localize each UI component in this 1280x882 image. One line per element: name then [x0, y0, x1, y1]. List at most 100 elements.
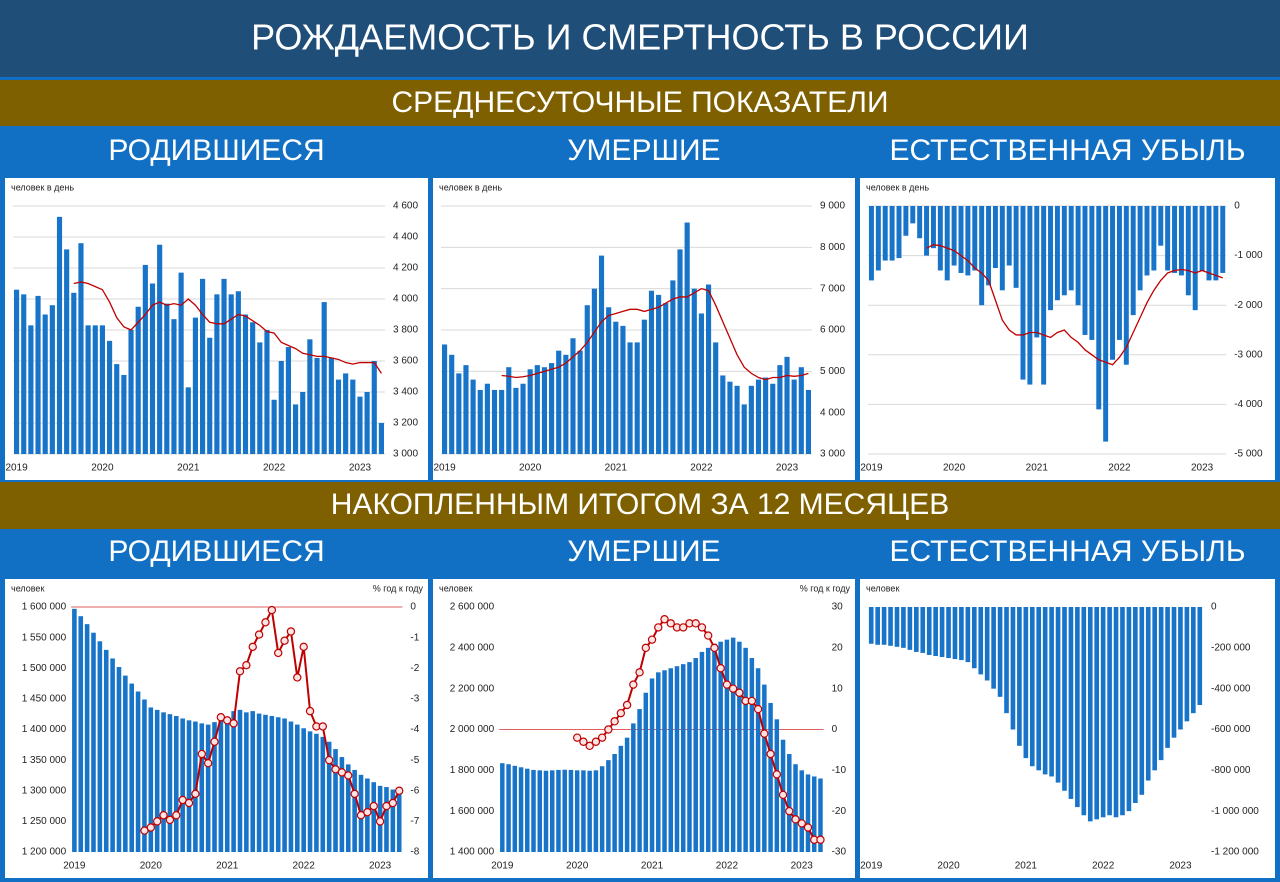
bar: [84, 624, 90, 852]
y-tick-label: 1 800 000: [450, 765, 495, 776]
x-tick-label: 2019: [5, 463, 28, 474]
bar: [345, 764, 351, 852]
y-tick-label: -800 000: [1211, 765, 1251, 776]
line-marker: [728, 684, 738, 693]
bar: [593, 770, 599, 852]
bar: [1081, 607, 1087, 816]
y-tick-label: -1 000 000: [1211, 806, 1259, 817]
y-tick-label: 3 200: [393, 418, 418, 429]
bar: [1145, 607, 1151, 781]
line-marker: [654, 623, 663, 632]
bar: [244, 712, 249, 852]
bar: [868, 206, 874, 281]
bar: [343, 373, 349, 454]
line-marker: [318, 722, 327, 731]
bar: [85, 325, 91, 454]
bar: [917, 206, 923, 239]
bar: [520, 383, 526, 454]
x-tick-label: 2020: [937, 861, 960, 872]
y2-tick-label: 20: [832, 642, 844, 653]
line-marker: [585, 741, 594, 751]
bar: [178, 272, 184, 454]
bar: [320, 736, 326, 852]
bar: [743, 647, 748, 852]
chart-title: УМЕРШИЕ: [567, 134, 720, 167]
bar: [192, 317, 198, 454]
x-tick-label: 2022: [1092, 861, 1115, 872]
bar: [49, 305, 55, 454]
bar: [256, 713, 262, 852]
bar: [269, 716, 275, 852]
bar: [477, 389, 483, 454]
y2-tick-label: 30: [832, 602, 844, 613]
y-tick-label: -3 000: [1234, 349, 1263, 360]
y-tick-label: 6 000: [820, 325, 845, 336]
bar: [28, 325, 34, 454]
line-marker: [274, 648, 283, 658]
bar: [762, 684, 767, 852]
bar: [1126, 607, 1132, 812]
bar: [142, 264, 148, 454]
bar: [811, 776, 817, 852]
bar: [1041, 206, 1047, 385]
bar: [1151, 206, 1157, 271]
bar: [668, 668, 674, 852]
y-tick-label: -200 000: [1211, 642, 1251, 653]
bar: [939, 607, 945, 658]
x-tick-label: 2019: [860, 861, 883, 872]
y-axis-label: человек: [439, 583, 472, 593]
y2-axis-label: % год к году: [373, 583, 424, 593]
y-tick-label: 1 250 000: [22, 816, 67, 827]
y2-tick-label: 0: [832, 724, 838, 735]
x-tick-label: 2021: [605, 463, 628, 474]
bar: [1220, 206, 1226, 273]
bar: [952, 607, 958, 660]
bar: [300, 392, 306, 454]
x-tick-label: 2020: [943, 463, 966, 474]
line-marker: [766, 749, 775, 759]
bar: [724, 639, 730, 852]
bar: [787, 754, 792, 852]
bar: [749, 658, 755, 852]
line-marker: [267, 605, 277, 615]
line-marker: [210, 737, 219, 746]
bar: [293, 404, 299, 454]
x-tick-label: 2020: [519, 463, 542, 474]
y-tick-label: 1 300 000: [22, 785, 67, 796]
line-marker: [293, 673, 302, 682]
bar: [1068, 607, 1074, 799]
chart-title: РОДИВШИЕСЯ: [108, 535, 324, 568]
bar: [903, 206, 909, 236]
bar: [142, 699, 147, 852]
bar: [991, 607, 996, 689]
bar: [959, 607, 964, 661]
x-tick-label: 2020: [140, 861, 163, 872]
y2-axis-label: % год к году: [800, 583, 851, 593]
line-marker: [610, 717, 619, 726]
bar: [1184, 607, 1190, 722]
bar: [881, 607, 887, 645]
bar: [1199, 206, 1205, 271]
bar: [1123, 206, 1129, 365]
bar: [157, 244, 163, 454]
bar: [1082, 206, 1088, 335]
line-marker: [146, 823, 156, 832]
bar: [562, 769, 567, 852]
chart-panel: [860, 178, 1275, 480]
line-marker: [778, 790, 788, 800]
bar: [512, 765, 518, 852]
bar: [180, 718, 185, 852]
bar: [720, 375, 726, 454]
bar: [992, 206, 998, 268]
bar: [456, 373, 462, 454]
bar: [92, 325, 98, 454]
bar: [441, 344, 448, 454]
bar: [643, 692, 649, 852]
bar: [288, 721, 294, 852]
bar: [1013, 206, 1019, 288]
bar: [691, 288, 697, 454]
bar: [1075, 206, 1081, 306]
line-marker: [286, 627, 296, 636]
bar: [984, 607, 990, 681]
